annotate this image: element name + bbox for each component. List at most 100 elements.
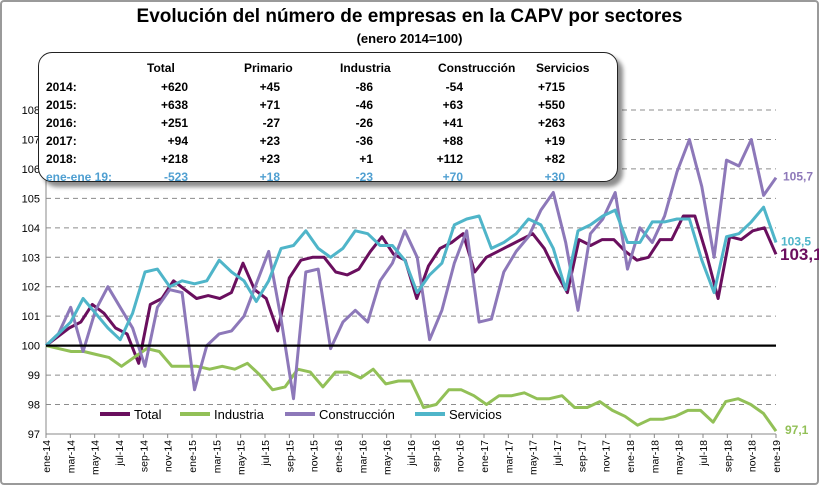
legend-label-construcción: Construcción xyxy=(319,407,395,422)
x-tick-label: mar-15 xyxy=(211,440,223,473)
table-cell: +263 xyxy=(537,116,565,130)
chart-title: Evolución del número de empresas en la C… xyxy=(136,6,683,27)
table-header: Industria xyxy=(340,61,391,75)
table-row-label: 2017: xyxy=(46,134,77,148)
x-tick-label: ene-15 xyxy=(187,440,199,473)
table-cell: +112 xyxy=(436,152,463,166)
y-tick-label: 103 xyxy=(22,252,40,264)
y-tick-label: 104 xyxy=(22,223,40,235)
table-cell: +88 xyxy=(442,134,463,148)
x-tick-label: ene-19 xyxy=(771,440,783,473)
table-cell: +715 xyxy=(537,80,565,94)
table-cell: -23 xyxy=(355,170,373,184)
x-tick-label: ene-14 xyxy=(41,440,53,473)
end-label-construcción: 105,7 xyxy=(783,170,813,184)
x-tick-label: mar-16 xyxy=(357,440,369,473)
summary-table-box xyxy=(38,52,618,182)
y-tick-label: 97 xyxy=(28,429,40,441)
table-cell: +71 xyxy=(259,98,280,112)
table-row-label: ene-ene 19: xyxy=(46,170,113,184)
table-cell: +638 xyxy=(160,98,188,112)
table-cell: -26 xyxy=(355,116,373,130)
x-tick-label: nov-18 xyxy=(747,440,759,472)
table-cell: -523 xyxy=(163,170,188,184)
end-label-servicios: 103,5 xyxy=(781,234,811,248)
table-cell: -86 xyxy=(355,80,373,94)
y-tick-label: 106 xyxy=(22,164,40,176)
table-cell: +218 xyxy=(160,152,188,166)
x-tick-label: jul-17 xyxy=(552,440,564,467)
x-tick-label: nov-14 xyxy=(163,440,175,472)
y-tick-label: 108 xyxy=(22,105,40,117)
series-line-servicios xyxy=(44,205,778,347)
x-tick-label: jul-16 xyxy=(406,440,418,467)
y-tick-label: 99 xyxy=(28,370,40,382)
table-cell: +251 xyxy=(160,116,188,130)
table-cell: +19 xyxy=(544,134,565,148)
series-line-construcción xyxy=(44,138,778,401)
table-cell: +41 xyxy=(442,116,463,130)
x-tick-label: sep-17 xyxy=(576,440,588,472)
table-cell: +82 xyxy=(544,152,565,166)
table-row-label: 2016: xyxy=(46,116,77,130)
x-tick-label: may-18 xyxy=(674,440,686,475)
table-header: Total xyxy=(147,61,175,75)
x-tick-label: nov-16 xyxy=(455,440,467,472)
table-header: Primario xyxy=(244,61,293,75)
table-cell: -54 xyxy=(445,80,463,94)
table-cell: +18 xyxy=(259,170,280,184)
table-row-label: 2018: xyxy=(46,152,77,166)
table-cell: +620 xyxy=(160,80,188,94)
x-tick-label: jul-18 xyxy=(698,440,710,467)
y-tick-label: 98 xyxy=(28,400,40,412)
table-cell: -46 xyxy=(355,98,373,112)
x-tick-label: mar-17 xyxy=(503,440,515,473)
series-line-industria xyxy=(45,344,778,432)
x-tick-label: sep-16 xyxy=(430,440,442,472)
x-tick-label: ene-17 xyxy=(479,440,491,473)
table-cell: +45 xyxy=(259,80,280,94)
table-cell: +30 xyxy=(544,170,565,184)
x-tick-label: nov-15 xyxy=(309,440,321,472)
table-cell: +94 xyxy=(167,134,188,148)
x-tick-label: may-16 xyxy=(382,440,394,475)
x-tick-label: sep-14 xyxy=(138,440,150,472)
end-label-total: 103,1 xyxy=(780,245,819,264)
x-tick-label: sep-15 xyxy=(284,440,296,472)
end-label-industria: 97,1 xyxy=(785,423,809,437)
table-cell: -36 xyxy=(355,134,373,148)
x-tick-label: may-14 xyxy=(90,440,102,475)
table-row-label: 2015: xyxy=(46,98,77,112)
x-tick-label: ene-18 xyxy=(625,440,637,473)
x-tick-label: nov-17 xyxy=(601,440,613,472)
table-cell: +63 xyxy=(442,98,463,112)
table-cell: -27 xyxy=(262,116,280,130)
x-tick-label: may-15 xyxy=(236,440,248,475)
x-tick-label: sep-18 xyxy=(722,440,734,472)
table-header: Construcción xyxy=(438,61,516,75)
table-header: Servicios xyxy=(536,61,590,75)
y-tick-label: 107 xyxy=(22,134,40,146)
x-tick-label: jul-15 xyxy=(260,440,272,467)
x-tick-label: mar-18 xyxy=(649,440,661,473)
table-cell: +70 xyxy=(442,170,463,184)
legend-label-servicios: Servicios xyxy=(449,407,502,422)
y-tick-label: 102 xyxy=(22,282,40,294)
chart-subtitle: (enero 2014=100) xyxy=(356,31,463,46)
table-cell: +23 xyxy=(259,134,280,148)
x-tick-label: mar-14 xyxy=(65,440,77,473)
table-row-label: 2014: xyxy=(46,80,77,94)
y-tick-label: 101 xyxy=(22,311,40,323)
table-cell: +550 xyxy=(537,98,565,112)
legend-label-total: Total xyxy=(134,407,162,422)
table-cell: +23 xyxy=(259,152,280,166)
x-tick-label: jul-14 xyxy=(114,440,126,467)
table-cell: +1 xyxy=(359,152,373,166)
x-tick-label: ene-16 xyxy=(333,440,345,473)
x-tick-label: may-17 xyxy=(528,440,540,475)
y-tick-label: 105 xyxy=(22,193,40,205)
legend-label-industria: Industria xyxy=(214,407,265,422)
y-tick-label: 100 xyxy=(22,341,40,353)
